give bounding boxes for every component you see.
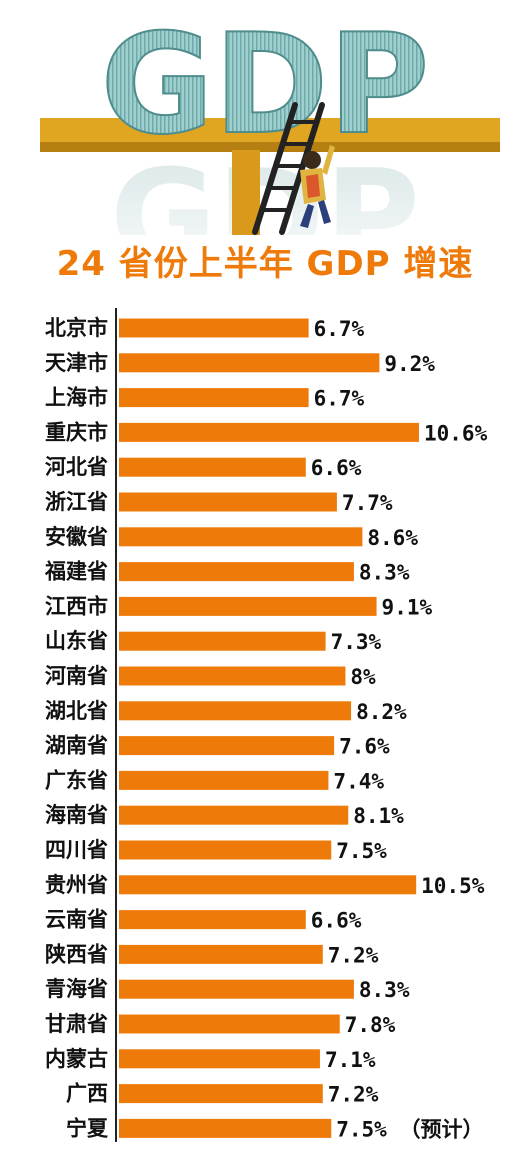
bar <box>119 1118 332 1138</box>
bar <box>119 736 335 756</box>
bar <box>119 353 380 373</box>
bar <box>119 666 346 686</box>
value-label: 7.1% <box>325 1048 376 1072</box>
category-label: 山东省 <box>45 629 108 653</box>
category-label: 浙江省 <box>45 490 108 514</box>
value-label: 6.6% <box>311 909 362 933</box>
bar <box>119 910 306 930</box>
category-label: 宁夏 <box>66 1116 109 1140</box>
value-label: 8% <box>350 665 376 689</box>
gdp-banner-illustration: GDP GDP <box>0 0 530 235</box>
category-label: 河南省 <box>45 664 108 688</box>
value-label: 7.7% <box>342 491 393 515</box>
bar <box>119 701 352 721</box>
value-label: 7.3% <box>331 630 382 654</box>
bar <box>119 840 332 860</box>
category-label: 四川省 <box>45 838 108 862</box>
bar <box>119 492 337 512</box>
gdp-headline-text: GDP <box>101 4 430 165</box>
ladder-icon <box>252 102 325 235</box>
bar <box>119 318 309 338</box>
value-label: 7.2% <box>328 943 379 967</box>
category-label: 广西 <box>66 1082 108 1106</box>
bar <box>119 631 326 651</box>
value-label: 8.3% <box>359 561 410 585</box>
bar <box>119 1084 323 1104</box>
bar <box>119 562 354 582</box>
chart-title: 24 省份上半年 GDP 增速 <box>56 244 474 284</box>
bar <box>119 979 354 999</box>
bar <box>119 1049 320 1069</box>
category-label: 青海省 <box>45 977 108 1001</box>
category-label: 福建省 <box>44 560 108 584</box>
faded-gdp-text: GDP <box>110 141 420 235</box>
category-label: 贵州省 <box>45 873 108 897</box>
bar <box>119 770 329 790</box>
category-label: 云南省 <box>45 908 108 932</box>
value-label: 10.6% <box>424 421 488 445</box>
value-label: 9.1% <box>382 595 433 619</box>
bar <box>119 944 323 964</box>
bar <box>119 388 309 408</box>
value-label: 7.5% （预计） <box>336 1117 483 1141</box>
bar <box>119 422 419 442</box>
value-label: 9.2% <box>384 352 435 376</box>
category-label: 湖北省 <box>45 699 108 723</box>
balance-beam <box>40 118 500 235</box>
value-label: 8.3% <box>359 978 410 1002</box>
value-label: 6.7% <box>314 387 365 411</box>
category-label: 安徽省 <box>45 525 108 549</box>
value-label: 10.5% <box>421 874 485 898</box>
bar <box>119 596 377 616</box>
bar <box>119 527 363 547</box>
category-label: 湖南省 <box>45 734 108 758</box>
value-label: 8.6% <box>367 526 418 550</box>
category-label: 天津市 <box>45 351 108 375</box>
value-label: 7.4% <box>333 769 384 793</box>
category-label: 江西市 <box>45 594 108 618</box>
value-label: 7.6% <box>339 735 390 759</box>
bar <box>119 1014 340 1034</box>
value-label: 7.8% <box>345 1013 396 1037</box>
value-label: 8.2% <box>356 700 407 724</box>
bar <box>119 805 349 825</box>
category-label: 北京市 <box>45 316 108 340</box>
value-label: 6.7% <box>314 317 365 341</box>
bar <box>119 875 417 895</box>
category-label: 上海市 <box>45 386 108 410</box>
category-label: 甘肃省 <box>45 1012 108 1036</box>
category-label: 广东省 <box>45 768 108 792</box>
category-label: 重庆市 <box>45 420 108 444</box>
bar <box>119 457 306 477</box>
value-label: 8.1% <box>353 804 404 828</box>
value-label: 7.2% <box>328 1083 379 1107</box>
category-label: 内蒙古 <box>45 1047 108 1071</box>
category-label: 陕西省 <box>45 942 108 966</box>
value-label: 6.6% <box>311 456 362 480</box>
category-label: 海南省 <box>45 803 108 827</box>
value-label: 7.5% <box>336 839 387 863</box>
category-label: 河北省 <box>45 455 108 479</box>
climber-figure-icon <box>300 145 335 228</box>
gdp-growth-bar-chart: 北京市 6.7% 天津市 9.2% 上海市 6.7% 重庆市 10.6% 河北省 6.6% 浙江省 7… <box>44 308 488 1142</box>
